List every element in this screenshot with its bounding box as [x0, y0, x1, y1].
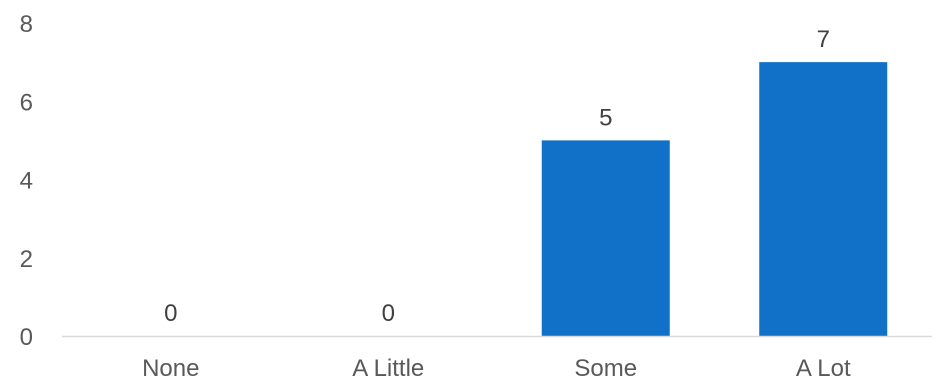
bar-a-lot [759, 62, 888, 336]
y-tick-label: 8 [20, 11, 33, 38]
x-tick-label: Some [574, 355, 637, 382]
y-tick-label: 4 [20, 168, 33, 195]
bar-some [541, 140, 670, 336]
x-tick-label: None [142, 355, 199, 382]
y-tick-label: 2 [20, 246, 33, 273]
y-tick-label: 6 [20, 89, 33, 116]
y-axis-ticks: 0 2 4 6 8 [20, 11, 33, 351]
data-labels: 0 0 5 7 [164, 26, 830, 327]
bars [541, 62, 888, 336]
data-label: 0 [164, 300, 177, 327]
data-label: 7 [817, 26, 830, 53]
data-label: 0 [382, 300, 395, 327]
x-tick-label: A Little [352, 355, 424, 382]
x-tick-label: A Lot [796, 355, 851, 382]
data-label: 5 [599, 104, 612, 131]
x-axis-ticks: None A Little Some A Lot [142, 355, 851, 382]
y-tick-label: 0 [20, 324, 33, 351]
